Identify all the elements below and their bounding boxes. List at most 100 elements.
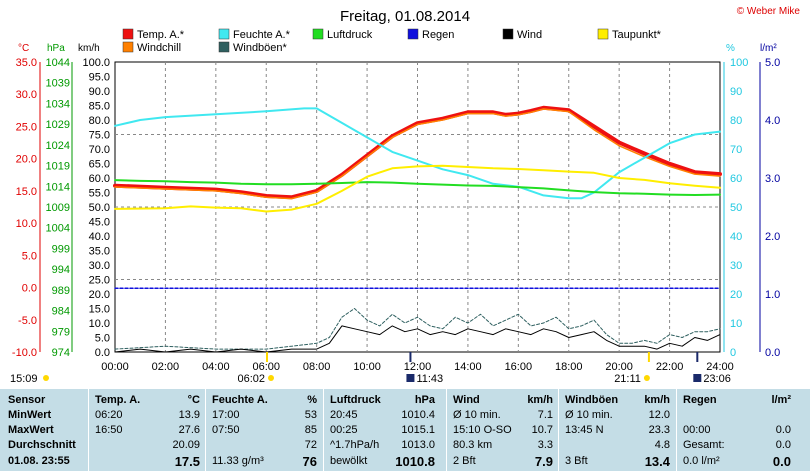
series-line bbox=[113, 105, 722, 200]
x-tick-label: 22:00 bbox=[656, 361, 684, 373]
x-tick-label: 18:00 bbox=[555, 361, 583, 373]
event-markers: 15:09 06:02 11:43 21:11 23:06 bbox=[10, 352, 731, 385]
x-tick-label: 24:00 bbox=[706, 361, 734, 373]
stats-cell-value: 7.1 bbox=[537, 409, 553, 421]
stats-cell-value: 13.4 bbox=[644, 454, 670, 469]
series-line bbox=[114, 308, 721, 350]
stats-column-divider bbox=[88, 389, 89, 471]
stats-cell-time: 15:10 O-SO bbox=[453, 424, 512, 436]
stats-cell-time: 2 Bft bbox=[453, 455, 476, 467]
stats-cell-value: 0.0 bbox=[772, 454, 791, 469]
stats-header-sensor: Sensor bbox=[8, 394, 46, 406]
stats-cell-value: 17.5 bbox=[174, 454, 200, 469]
x-tick-label: 20:00 bbox=[605, 361, 633, 373]
x-tick-label: 04:00 bbox=[202, 361, 230, 373]
legend-swatch bbox=[122, 28, 134, 40]
rain-tick-label: 2.0 bbox=[765, 231, 780, 243]
temp-tick-label: 10.0 bbox=[16, 218, 37, 230]
wind-tick-label: 70.0 bbox=[89, 144, 110, 156]
pressure-tick-label: 984 bbox=[52, 306, 70, 318]
x-tick-label: 06:00 bbox=[252, 361, 280, 373]
stats-cell-value: 72 bbox=[304, 439, 317, 451]
stats-header-col_rain: Regen bbox=[683, 394, 717, 406]
legend-label: Taupunkt* bbox=[612, 29, 662, 41]
wind-tick-label: 80.0 bbox=[89, 115, 110, 127]
temp-tick-label: 15.0 bbox=[16, 186, 37, 198]
stats-cell-time: 00:00 bbox=[683, 424, 711, 436]
stats-cell-value: 7.9 bbox=[534, 454, 553, 469]
pressure-tick-label: 979 bbox=[52, 326, 70, 338]
stats-cell-time: 20:45 bbox=[330, 409, 358, 421]
copyright-text: © Weber Mike bbox=[737, 6, 801, 17]
sunrise-label: 06:02 bbox=[237, 373, 265, 385]
stats-cell-value: 27.6 bbox=[178, 424, 200, 436]
stats-cell-time: Gesamt: bbox=[683, 439, 725, 451]
pressure-axis-unit: hPa bbox=[47, 43, 65, 54]
wind-tick-label: 45.0 bbox=[89, 217, 110, 229]
sunset-icon bbox=[643, 375, 650, 381]
pressure-tick-label: 1019 bbox=[46, 161, 70, 173]
stats-cell-time: 0.0 l/m² bbox=[683, 455, 720, 467]
wind-tick-label: 100.0 bbox=[82, 57, 110, 69]
stats-cell-value: 1010.8 bbox=[395, 454, 435, 469]
stats-cell-time: 80.3 km bbox=[453, 439, 493, 451]
humidity-tick-label: 70 bbox=[730, 144, 742, 156]
legend-label: Regen bbox=[422, 29, 454, 41]
stats-cell-time: 06:20 bbox=[95, 409, 123, 421]
stats-unit-col_hum: % bbox=[307, 394, 317, 406]
wind-tick-label: 50.0 bbox=[89, 202, 110, 214]
temp-axis-unit: °C bbox=[18, 43, 29, 54]
pressure-tick-label: 1014 bbox=[46, 181, 70, 193]
wind-tick-label: 20.0 bbox=[89, 289, 110, 301]
x-tick-label: 14:00 bbox=[454, 361, 482, 373]
pressure-tick-label: 1029 bbox=[46, 119, 70, 131]
x-tick-label: 08:00 bbox=[303, 361, 331, 373]
stats-row-label: MinWert bbox=[8, 409, 52, 421]
temp-tick-label: 0.0 bbox=[22, 283, 37, 295]
stats-header-col_press: Luftdruck bbox=[330, 394, 381, 406]
humidity-tick-label: 40 bbox=[730, 231, 742, 243]
sun-marker-icon bbox=[43, 375, 49, 381]
series-line bbox=[114, 107, 721, 200]
weather-chart: Freitag, 01.08.2014 © Weber Mike °C hPa … bbox=[10, 6, 801, 385]
chart-grid bbox=[114, 61, 721, 353]
stats-cell-time: 16:50 bbox=[95, 424, 123, 436]
chart-series bbox=[113, 105, 722, 353]
pressure-tick-label: 1004 bbox=[46, 223, 70, 235]
stats-header-col_temp: Temp. A. bbox=[95, 394, 141, 406]
stats-cell-value: 23.3 bbox=[648, 424, 670, 436]
wind-tick-label: 95.0 bbox=[89, 72, 110, 84]
pressure-tick-label: 1039 bbox=[46, 78, 70, 90]
humidity-tick-label: 20 bbox=[730, 289, 742, 301]
humidity-tick-label: 30 bbox=[730, 260, 742, 272]
rain-tick-label: 5.0 bbox=[765, 57, 780, 69]
legend-swatch bbox=[597, 28, 609, 40]
legend-label: Feuchte A.* bbox=[233, 29, 291, 41]
statistics-panel: Sensor MinWert MaxWert Durchschnitt 01.08. 2… bbox=[0, 389, 810, 471]
stats-row-label: Durchschnitt bbox=[8, 439, 76, 451]
stats-cell-time: 00:25 bbox=[330, 424, 358, 436]
pressure-tick-label: 974 bbox=[52, 347, 70, 359]
pressure-tick-label: 1024 bbox=[46, 140, 70, 152]
humidity-tick-label: 0 bbox=[730, 347, 736, 359]
temp-tick-label: -10.0 bbox=[12, 347, 37, 359]
wind-tick-label: 40.0 bbox=[89, 231, 110, 243]
moonset-icon bbox=[693, 374, 702, 382]
stats-cell-value: 20.09 bbox=[172, 439, 200, 451]
stats-header-col_gust: Windböen bbox=[565, 394, 619, 406]
x-tick-label: 02:00 bbox=[152, 361, 180, 373]
wind-tick-label: 25.0 bbox=[89, 275, 110, 287]
moonset-label: 23:06 bbox=[703, 373, 731, 385]
legend-swatch bbox=[407, 28, 419, 40]
temp-tick-label: 5.0 bbox=[22, 250, 37, 262]
x-tick-label: 10:00 bbox=[353, 361, 381, 373]
chart-title: Freitag, 01.08.2014 bbox=[340, 8, 470, 25]
stats-cell-value: 85 bbox=[304, 424, 317, 436]
humidity-tick-label: 50 bbox=[730, 202, 742, 214]
wind-tick-label: 65.0 bbox=[89, 159, 110, 171]
wind-tick-label: 90.0 bbox=[89, 86, 110, 98]
stats-cell-value: 0.0 bbox=[775, 424, 791, 436]
temp-tick-label: 35.0 bbox=[16, 57, 37, 69]
humidity-axis-unit: % bbox=[726, 43, 735, 54]
pressure-tick-label: 999 bbox=[52, 243, 70, 255]
